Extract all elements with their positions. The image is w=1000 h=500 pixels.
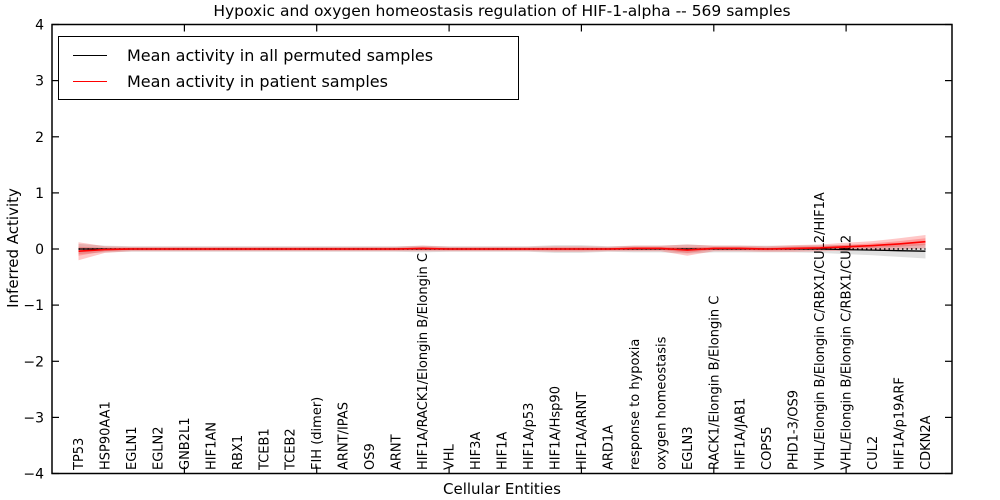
y-tick-label: −4: [23, 467, 44, 483]
x-tick-label: ARNT: [390, 434, 405, 470]
x-tick-label: FIH (dimer): [310, 397, 325, 470]
legend-label: Mean activity in all permuted samples: [127, 45, 434, 65]
x-tick-label: TCEB1: [257, 428, 272, 471]
x-tick-label: TCEB2: [284, 428, 299, 471]
y-tick-label: −3: [23, 410, 44, 426]
patient-confidence-band-outer: [78, 235, 926, 261]
x-tick-label: RBX1: [231, 435, 246, 470]
y-axis-label: Inferred Activity: [4, 188, 22, 308]
legend-entry-permuted: Mean activity in all permuted samples: [69, 42, 510, 68]
y-tick-label: −1: [23, 298, 44, 314]
x-tick-label: ARNT/IPAS: [337, 402, 352, 470]
x-tick-label: EGLN3: [681, 426, 696, 470]
x-tick-label: COPS5: [760, 426, 775, 470]
legend-line-sample-black: [73, 54, 107, 56]
x-tick-label: EGLN1: [125, 426, 140, 470]
x-tick-label: HIF1A/RACK1/Elongin B/Elongin C: [416, 253, 431, 470]
x-tick-label: PHD1-3/OS9: [787, 390, 802, 470]
legend-label: Mean activity in patient samples: [127, 71, 388, 91]
patient-mean-line: [78, 240, 926, 252]
x-tick-label: VHL/Elongin B/Elongin C/RBX1/CUL2: [840, 235, 855, 470]
y-tick-label: 3: [35, 74, 44, 90]
y-tick-label: 2: [35, 130, 44, 146]
x-tick-label: TP53: [72, 438, 87, 471]
x-tick-label: HSP90AA1: [98, 401, 113, 470]
chart-title: Hypoxic and oxygen homeostasis regulatio…: [213, 2, 791, 20]
x-tick-label: HIF1A/Hsp90: [548, 386, 563, 470]
legend: Mean activity in all permuted samples Me…: [58, 36, 519, 100]
x-tick-label: HIF1A: [496, 432, 511, 470]
x-tick-label: RACK1/Elongin B/Elongin C: [707, 296, 722, 470]
x-tick-label: VHL/Elongin B/Elongin C/RBX1/CUL2/HIF1A: [813, 192, 828, 470]
legend-line-sample-red: [73, 80, 107, 82]
x-tick-label: GNB2L1: [178, 417, 193, 470]
x-tick-label: HIF1A/p19ARF: [893, 377, 908, 470]
x-tick-label: CDKN2A: [919, 415, 934, 470]
x-tick-label: OS9: [363, 443, 378, 470]
x-tick-label: response to hypoxia: [628, 339, 643, 470]
x-tick-label: HIF1AN: [204, 422, 219, 470]
legend-entry-patient: Mean activity in patient samples: [69, 68, 510, 94]
x-tick-label: HIF3A: [469, 432, 484, 470]
y-tick-label: 0: [35, 242, 44, 258]
x-tick-label: HIF1A/ARNT: [575, 392, 590, 470]
x-tick-label: EGLN2: [151, 426, 166, 470]
x-tick-label: oxygen homeostasis: [654, 336, 669, 470]
x-axis-label: Cellular Entities: [443, 480, 561, 498]
x-tick-label: CUL2: [866, 436, 881, 470]
x-tick-label: HIF1A/JAB1: [734, 398, 749, 470]
y-tick-label: −2: [23, 354, 44, 370]
x-tick-label: ARD1A: [601, 425, 616, 470]
x-tick-label: VHL: [443, 443, 458, 470]
y-tick-label: 4: [35, 18, 44, 34]
y-tick-label: 1: [35, 186, 44, 202]
permuted-confidence-band: [78, 243, 926, 259]
x-tick-label: HIF1A/p53: [522, 403, 537, 470]
